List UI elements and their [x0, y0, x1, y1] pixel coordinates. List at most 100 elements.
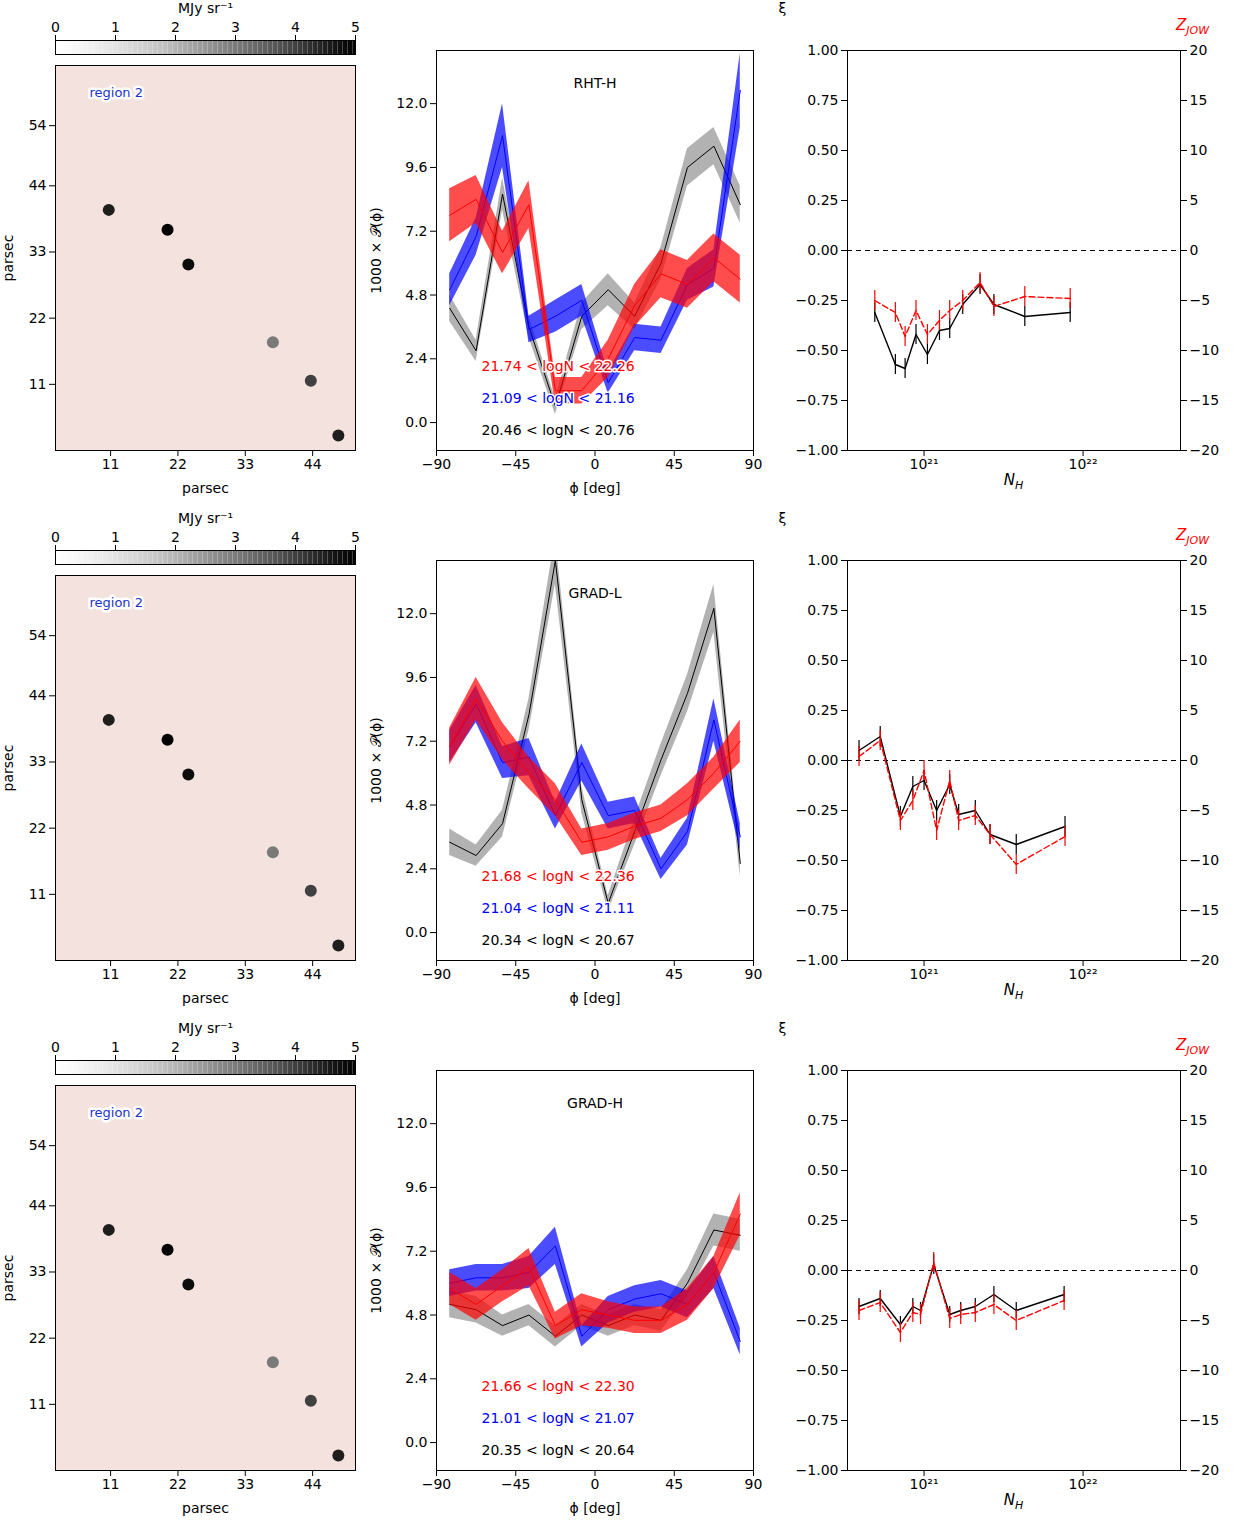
svg-text:4.8: 4.8	[405, 1306, 427, 1322]
svg-text:MJy sr⁻¹: MJy sr⁻¹	[178, 1020, 233, 1036]
svg-text:0: 0	[591, 966, 600, 982]
svg-text:4: 4	[291, 529, 300, 545]
svg-text:−0.50: −0.50	[796, 1362, 839, 1378]
svg-text:15: 15	[1190, 602, 1208, 618]
svg-text:−0.75: −0.75	[796, 902, 839, 918]
svg-text:33: 33	[236, 456, 254, 472]
svg-text:10²¹: 10²¹	[910, 966, 939, 982]
svg-text:1: 1	[111, 529, 120, 545]
svg-text:15: 15	[1190, 92, 1208, 108]
svg-text:11: 11	[102, 1476, 120, 1492]
svg-text:21.66 < logN < 22.30: 21.66 < logN < 22.30	[482, 1378, 635, 1394]
svg-text:21.68 < logN < 22.36: 21.68 < logN < 22.36	[482, 868, 635, 884]
svg-text:22: 22	[169, 966, 187, 982]
svg-text:5: 5	[351, 19, 360, 35]
svg-text:2: 2	[171, 19, 180, 35]
svg-text:22: 22	[169, 1476, 187, 1492]
svg-text:0: 0	[591, 456, 600, 472]
svg-text:20: 20	[1190, 1062, 1208, 1078]
svg-text:0.50: 0.50	[807, 1162, 838, 1178]
svg-text:45: 45	[665, 966, 683, 982]
svg-text:0: 0	[1190, 752, 1199, 768]
svg-text:33: 33	[236, 1476, 254, 1492]
svg-text:−20: −20	[1190, 442, 1220, 458]
svg-text:−0.75: −0.75	[796, 1412, 839, 1428]
svg-text:−45: −45	[501, 456, 531, 472]
svg-text:GRAD-L: GRAD-L	[568, 585, 621, 601]
svg-text:−1.00: −1.00	[796, 952, 839, 968]
svg-text:5: 5	[1190, 1212, 1199, 1228]
svg-text:0.25: 0.25	[807, 192, 838, 208]
svg-text:−0.25: −0.25	[796, 802, 839, 818]
svg-text:−1.00: −1.00	[796, 442, 839, 458]
svg-text:−0.25: −0.25	[796, 292, 839, 308]
svg-text:4: 4	[291, 19, 300, 35]
svg-text:0.0: 0.0	[405, 1434, 427, 1450]
svg-text:20: 20	[1190, 552, 1208, 568]
svg-text:−20: −20	[1190, 952, 1220, 968]
svg-text:−45: −45	[501, 966, 531, 982]
svg-text:−90: −90	[422, 1476, 452, 1492]
svg-text:0.75: 0.75	[807, 1112, 838, 1128]
svg-text:3: 3	[231, 19, 240, 35]
svg-text:11: 11	[102, 966, 120, 982]
svg-text:−5: −5	[1190, 1312, 1211, 1328]
svg-text:−90: −90	[422, 456, 452, 472]
svg-text:11: 11	[29, 1396, 47, 1412]
svg-text:12.0: 12.0	[396, 95, 427, 111]
svg-text:7.2: 7.2	[405, 1243, 427, 1259]
svg-text:21.04 < logN < 21.11: 21.04 < logN < 21.11	[482, 900, 635, 916]
svg-text:region 2: region 2	[90, 1105, 144, 1120]
svg-text:4: 4	[291, 1039, 300, 1055]
svg-text:21.01 < logN < 21.07: 21.01 < logN < 21.07	[482, 1410, 635, 1426]
svg-text:5: 5	[1190, 702, 1199, 718]
svg-text:10: 10	[1190, 1162, 1208, 1178]
svg-text:−10: −10	[1190, 1362, 1220, 1378]
svg-text:21.74 < logN < 22.26: 21.74 < logN < 22.26	[482, 358, 635, 374]
svg-text:22: 22	[169, 456, 187, 472]
svg-text:20: 20	[1190, 42, 1208, 58]
svg-text:33: 33	[29, 1263, 47, 1279]
svg-text:90: 90	[745, 966, 763, 982]
svg-text:33: 33	[236, 966, 254, 982]
svg-text:20.46 < logN < 20.76: 20.46 < logN < 20.76	[482, 422, 635, 438]
svg-text:1.00: 1.00	[807, 552, 838, 568]
svg-text:0.0: 0.0	[405, 924, 427, 940]
svg-text:10²²: 10²²	[1069, 1476, 1098, 1492]
svg-text:−0.75: −0.75	[796, 392, 839, 408]
svg-text:20.35 < logN < 20.64: 20.35 < logN < 20.64	[482, 1442, 635, 1458]
svg-text:45: 45	[665, 1476, 683, 1492]
svg-text:11: 11	[102, 456, 120, 472]
svg-text:4.8: 4.8	[405, 286, 427, 302]
svg-text:−20: −20	[1190, 1462, 1220, 1478]
svg-text:10²¹: 10²¹	[910, 1476, 939, 1492]
svg-text:parsec: parsec	[182, 480, 229, 496]
svg-text:0.75: 0.75	[807, 92, 838, 108]
svg-text:MJy sr⁻¹: MJy sr⁻¹	[178, 510, 233, 526]
svg-text:ξ: ξ	[779, 510, 787, 526]
svg-text:90: 90	[745, 456, 763, 472]
svg-text:parsec: parsec	[0, 1255, 16, 1302]
svg-text:10: 10	[1190, 142, 1208, 158]
svg-text:5: 5	[351, 529, 360, 545]
svg-text:−0.50: −0.50	[796, 342, 839, 358]
svg-text:0: 0	[51, 529, 60, 545]
svg-text:2: 2	[171, 1039, 180, 1055]
svg-text:1.00: 1.00	[807, 42, 838, 58]
svg-text:0.50: 0.50	[807, 652, 838, 668]
svg-text:region 2: region 2	[90, 85, 144, 100]
svg-text:parsec: parsec	[0, 235, 16, 282]
svg-text:22: 22	[29, 310, 47, 326]
svg-text:1000 × 𝒫(ϕ): 1000 × 𝒫(ϕ)	[368, 717, 384, 803]
svg-text:1000 × 𝒫(ϕ): 1000 × 𝒫(ϕ)	[368, 1227, 384, 1313]
svg-text:−5: −5	[1190, 292, 1211, 308]
svg-text:RHT-H: RHT-H	[573, 75, 616, 91]
svg-text:10: 10	[1190, 652, 1208, 668]
svg-text:−15: −15	[1190, 1412, 1220, 1428]
svg-text:3: 3	[231, 529, 240, 545]
svg-text:0: 0	[1190, 1262, 1199, 1278]
svg-text:parsec: parsec	[0, 745, 16, 792]
svg-text:20.34 < logN < 20.67: 20.34 < logN < 20.67	[482, 932, 635, 948]
svg-text:0.0: 0.0	[405, 414, 427, 430]
svg-text:0.00: 0.00	[807, 242, 838, 258]
